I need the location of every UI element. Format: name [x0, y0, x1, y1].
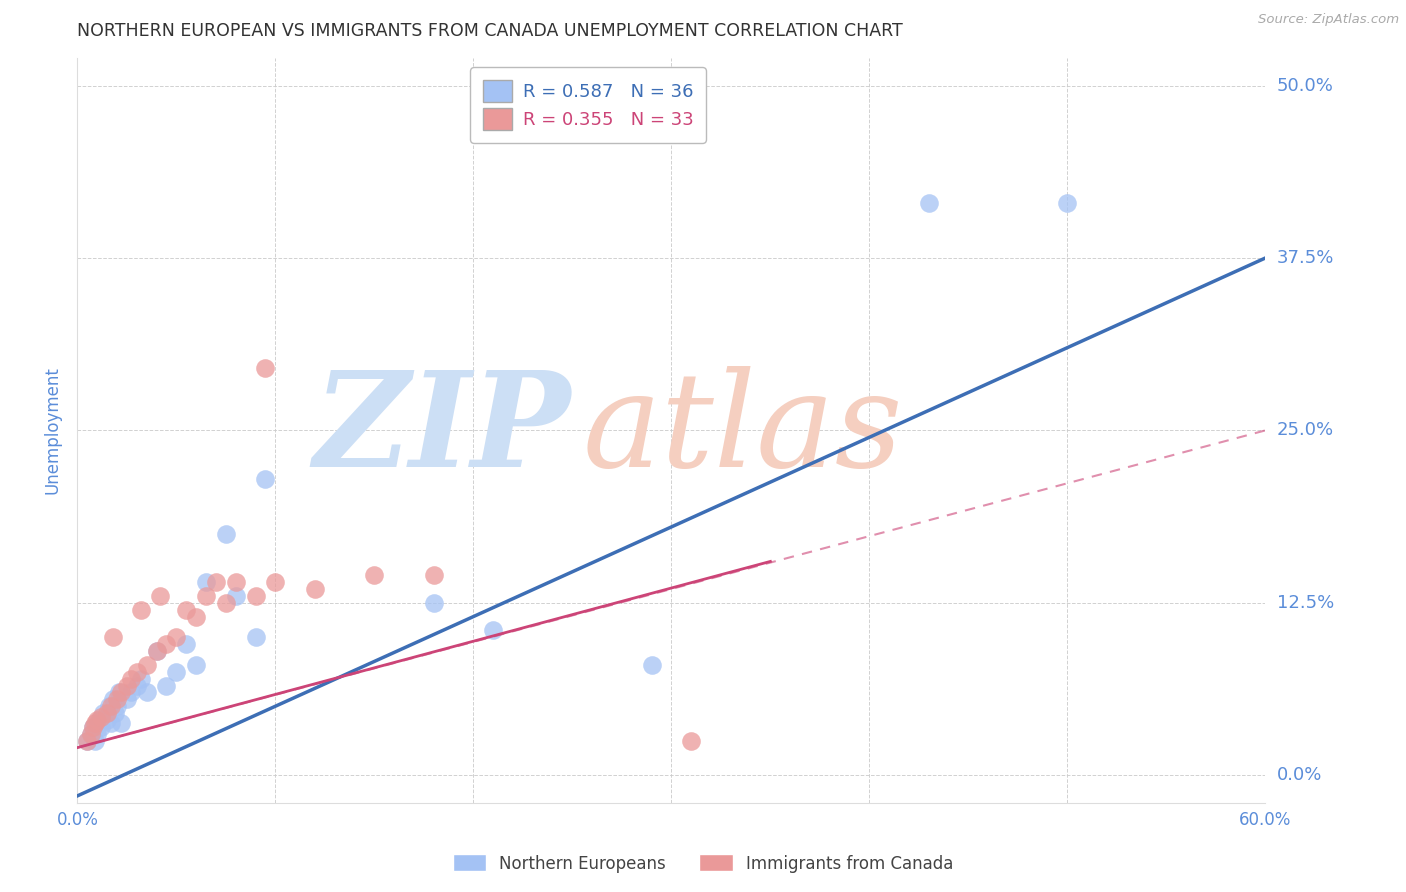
Point	[195, 575, 218, 590]
Text: Source: ZipAtlas.com: Source: ZipAtlas.com	[1258, 13, 1399, 27]
Point	[84, 715, 107, 730]
Point	[254, 472, 277, 486]
Point	[225, 589, 247, 603]
Point	[87, 713, 110, 727]
Point	[101, 692, 124, 706]
Point	[165, 630, 187, 644]
Point	[195, 589, 218, 603]
Point	[482, 624, 505, 638]
Legend: R = 0.587   N = 36, R = 0.355   N = 33: R = 0.587 N = 36, R = 0.355 N = 33	[471, 67, 706, 143]
Text: 25.0%: 25.0%	[1277, 421, 1334, 440]
Point	[174, 603, 197, 617]
Point	[120, 685, 142, 699]
Point	[86, 713, 108, 727]
Point	[304, 582, 326, 596]
Point	[145, 644, 167, 658]
Point	[225, 575, 247, 590]
Y-axis label: Unemployment: Unemployment	[44, 367, 62, 494]
Point	[245, 630, 267, 644]
Text: 37.5%: 37.5%	[1277, 249, 1334, 267]
Point	[125, 679, 148, 693]
Point	[681, 733, 703, 747]
Point	[98, 699, 121, 714]
Point	[82, 720, 104, 734]
Point	[174, 637, 197, 651]
Point	[135, 657, 157, 672]
Point	[135, 685, 157, 699]
Point	[363, 568, 385, 582]
Text: 12.5%: 12.5%	[1277, 594, 1334, 612]
Point	[90, 710, 112, 724]
Point	[100, 715, 122, 730]
Point	[80, 727, 103, 741]
Point	[254, 361, 277, 376]
Point	[96, 713, 118, 727]
Point	[155, 679, 177, 693]
Point	[86, 727, 108, 741]
Point	[129, 603, 152, 617]
Point	[640, 657, 662, 672]
Point	[105, 699, 128, 714]
Point	[423, 596, 446, 610]
Point	[205, 575, 228, 590]
Point	[76, 733, 98, 747]
Point	[84, 733, 107, 747]
Point	[125, 665, 148, 679]
Text: 50.0%: 50.0%	[1277, 77, 1333, 95]
Point	[104, 706, 127, 720]
Text: 0.0%: 0.0%	[1277, 766, 1322, 784]
Point	[100, 699, 122, 714]
Point	[105, 692, 128, 706]
Text: ZIP: ZIP	[314, 366, 571, 495]
Point	[165, 665, 187, 679]
Point	[245, 589, 267, 603]
Point	[108, 685, 131, 699]
Point	[82, 720, 104, 734]
Point	[215, 596, 238, 610]
Point	[115, 679, 138, 693]
Point	[155, 637, 177, 651]
Point	[76, 733, 98, 747]
Text: atlas: atlas	[582, 366, 903, 495]
Point	[186, 609, 208, 624]
Point	[129, 672, 152, 686]
Point	[186, 657, 208, 672]
Point	[101, 630, 124, 644]
Point	[110, 685, 132, 699]
Point	[120, 672, 142, 686]
Text: NORTHERN EUROPEAN VS IMMIGRANTS FROM CANADA UNEMPLOYMENT CORRELATION CHART: NORTHERN EUROPEAN VS IMMIGRANTS FROM CAN…	[77, 22, 903, 40]
Point	[80, 727, 103, 741]
Point	[149, 589, 172, 603]
Point	[1056, 195, 1078, 210]
Point	[115, 692, 138, 706]
Point	[91, 706, 114, 720]
Point	[264, 575, 287, 590]
Point	[110, 715, 132, 730]
Point	[215, 526, 238, 541]
Point	[918, 195, 941, 210]
Point	[423, 568, 446, 582]
Point	[96, 706, 118, 720]
Legend: Northern Europeans, Immigrants from Canada: Northern Europeans, Immigrants from Cana…	[446, 847, 960, 880]
Point	[145, 644, 167, 658]
Point	[90, 720, 112, 734]
